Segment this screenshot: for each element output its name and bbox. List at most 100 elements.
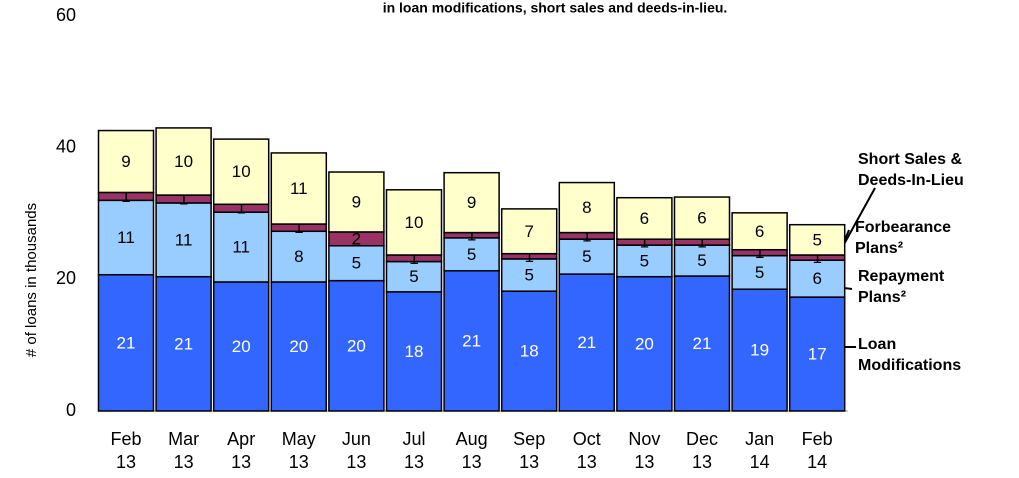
data-label: 19 bbox=[750, 341, 769, 360]
x-tick-label: Mar 13 bbox=[168, 429, 200, 472]
data-label: 11 bbox=[232, 238, 250, 257]
data-label: 21 bbox=[577, 333, 596, 352]
x-tick-label: Jan 14 bbox=[745, 429, 775, 472]
data-label: 6 bbox=[640, 209, 649, 228]
x-tick-label: Oct 13 bbox=[572, 429, 601, 472]
data-label: 1 bbox=[121, 187, 130, 206]
data-label: 1 bbox=[640, 233, 649, 252]
bar-segment bbox=[270, 281, 328, 412]
bar-segment bbox=[673, 244, 731, 277]
data-label: 6 bbox=[812, 269, 821, 288]
data-label: 1 bbox=[467, 226, 476, 245]
data-label: 11 bbox=[175, 230, 193, 249]
x-tick-label: Jul 13 bbox=[402, 429, 426, 472]
bar-segment bbox=[443, 270, 500, 412]
data-label: 17 bbox=[808, 345, 827, 364]
bar-segment bbox=[558, 181, 616, 234]
data-label: 1 bbox=[582, 226, 591, 245]
bar-segment bbox=[328, 171, 385, 233]
bar-segment bbox=[731, 288, 788, 412]
data-label: 5 bbox=[812, 230, 821, 249]
data-label: 21 bbox=[117, 333, 136, 352]
bar-segment bbox=[328, 245, 385, 282]
data-label: 5 bbox=[697, 251, 706, 270]
data-label: 1 bbox=[812, 248, 821, 267]
data-label: 1 bbox=[179, 190, 188, 209]
legend-entry: Short Sales & Deeds-In-Lieu bbox=[858, 151, 964, 189]
data-label: 9 bbox=[467, 193, 476, 212]
chart-title: in loan modifications, short sales and d… bbox=[383, 0, 728, 16]
data-label: 9 bbox=[121, 152, 130, 171]
legend-entry: Loan Modifications bbox=[858, 336, 962, 374]
y-axis-label: # of loans in thousands bbox=[23, 203, 40, 357]
data-label: 1 bbox=[697, 233, 706, 252]
bar-segment bbox=[155, 275, 212, 412]
data-label: 5 bbox=[524, 266, 533, 285]
data-label: 5 bbox=[409, 267, 418, 286]
bar-segment bbox=[673, 196, 731, 240]
bar-segment bbox=[212, 138, 270, 206]
x-tick-label: Feb 14 bbox=[801, 429, 833, 472]
legend-entry: Forbearance Plans² bbox=[855, 219, 952, 257]
data-label: 18 bbox=[405, 342, 424, 361]
y-tick-label: 0 bbox=[66, 400, 76, 420]
bar-segment bbox=[270, 152, 328, 225]
bar-segment bbox=[731, 254, 788, 290]
x-tick-label: Sep 13 bbox=[513, 429, 546, 472]
data-label: 20 bbox=[289, 337, 308, 356]
data-label: 11 bbox=[117, 228, 135, 247]
data-label: 6 bbox=[697, 209, 706, 228]
data-label: 11 bbox=[290, 179, 308, 198]
bar-segment bbox=[155, 202, 212, 278]
y-tick-label: 60 bbox=[56, 5, 76, 25]
legend-entry: Repayment Plans² bbox=[858, 268, 945, 306]
x-tick-label: Jun 13 bbox=[341, 429, 371, 472]
bar-segment bbox=[558, 273, 616, 412]
data-label: 5 bbox=[755, 263, 764, 282]
bar-segment bbox=[788, 296, 846, 412]
data-label: 7 bbox=[524, 222, 533, 241]
y-tick-label: 20 bbox=[56, 268, 76, 288]
bar-segment bbox=[212, 211, 270, 283]
bar-segment bbox=[443, 237, 500, 272]
data-label: 1 bbox=[755, 243, 764, 262]
bar-segment bbox=[97, 129, 155, 194]
data-label: 9 bbox=[352, 192, 361, 211]
y-tick-label: 40 bbox=[56, 136, 76, 156]
data-label: 21 bbox=[693, 334, 712, 353]
bar-segment bbox=[731, 212, 788, 251]
data-label: 8 bbox=[582, 198, 591, 217]
data-label: 21 bbox=[174, 334, 193, 353]
bar-segment bbox=[443, 171, 500, 234]
bar-segment bbox=[97, 199, 155, 276]
bar-segment bbox=[500, 208, 558, 255]
data-label: 6 bbox=[755, 222, 764, 241]
data-label: 5 bbox=[640, 251, 649, 270]
data-label: 5 bbox=[352, 254, 361, 273]
bar-segment bbox=[500, 258, 558, 292]
bar-segment bbox=[270, 230, 328, 283]
data-label: 21 bbox=[462, 331, 481, 350]
data-label: 10 bbox=[174, 152, 193, 171]
x-tick-label: Dec 13 bbox=[685, 429, 718, 472]
data-label: 5 bbox=[467, 245, 476, 264]
x-tick-label: Nov 13 bbox=[628, 429, 661, 472]
data-label: 10 bbox=[405, 213, 424, 232]
data-label: 2 bbox=[352, 229, 361, 248]
bar-segment bbox=[616, 196, 673, 240]
x-tick-label: May 13 bbox=[281, 429, 316, 472]
data-label: 1 bbox=[236, 199, 245, 218]
data-label: 20 bbox=[232, 337, 251, 356]
data-label: 1 bbox=[524, 247, 533, 266]
data-label: 8 bbox=[294, 247, 303, 266]
bar-segment bbox=[385, 189, 443, 256]
data-label: 20 bbox=[347, 336, 366, 355]
data-label: 10 bbox=[232, 162, 251, 181]
x-tick-label: Apr 13 bbox=[227, 429, 256, 472]
data-label: 20 bbox=[635, 334, 654, 353]
x-tick-label: Feb 13 bbox=[110, 429, 142, 472]
bar-segment bbox=[788, 223, 846, 256]
bar-segment bbox=[155, 127, 212, 196]
